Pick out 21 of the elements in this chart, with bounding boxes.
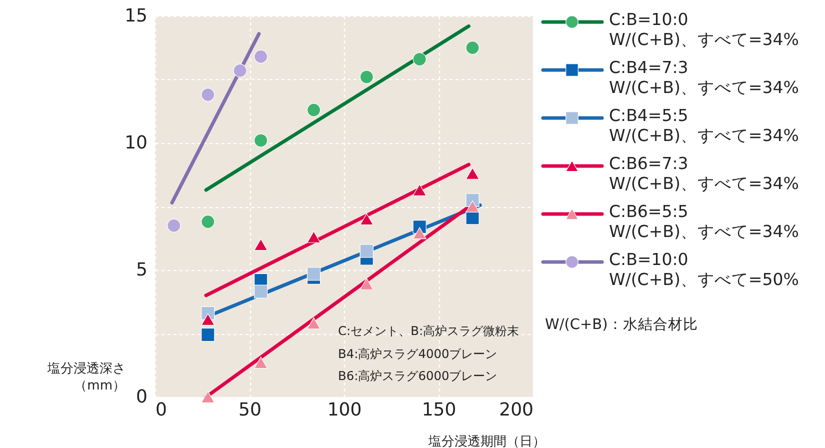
x-tick-label: 50 — [238, 400, 262, 420]
x-axis-title: 塩分浸透期間（日） — [428, 434, 546, 448]
legend-label: C:B6=5:5 W/(C+B)、すべて=34% — [609, 202, 799, 241]
legend-label: C:B6=7:3 W/(C+B)、すべて=34% — [609, 154, 799, 193]
x-tick-label: 0 — [156, 400, 167, 420]
x-tick-label: 200 — [499, 400, 534, 420]
y-tick-label: 5 — [136, 260, 148, 280]
y-tick-label: 10 — [124, 132, 148, 154]
y-tick-label: 0 — [136, 386, 148, 408]
annotation: C:セメント、B:高炉スラグ微粉末 — [338, 323, 520, 340]
y-axis-title: 塩分浸透深さ（mm） — [46, 362, 126, 394]
annotation: B4:高炉スラグ4000ブレーン — [338, 346, 498, 363]
legend-label: C:B=10:0 W/(C+B)、すべて=50% — [609, 250, 799, 289]
y-tick-label: 15 — [124, 6, 148, 26]
legend-label: C:B4=7:3 W/(C+B)、すべて=34% — [609, 58, 799, 97]
annotation: B6:高炉スラグ6000ブレーン — [338, 368, 498, 385]
legend-label: C:B4=5:5 W/(C+B)、すべて=34% — [609, 106, 799, 145]
x-tick-label: 100 — [327, 400, 362, 420]
text: W/(C+B)：水結合材比 — [545, 316, 698, 334]
x-tick-label: 150 — [422, 400, 456, 420]
legend-label: C:B=10:0 W/(C+B)、すべて=34% — [609, 10, 799, 49]
